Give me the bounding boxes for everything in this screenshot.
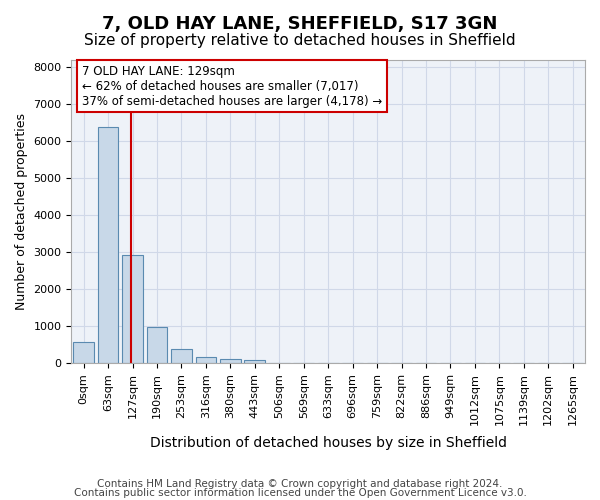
Bar <box>73 342 94 363</box>
Bar <box>171 350 192 363</box>
Text: 7 OLD HAY LANE: 129sqm
← 62% of detached houses are smaller (7,017)
37% of semi-: 7 OLD HAY LANE: 129sqm ← 62% of detached… <box>82 64 382 108</box>
Bar <box>98 127 118 363</box>
X-axis label: Distribution of detached houses by size in Sheffield: Distribution of detached houses by size … <box>150 436 507 450</box>
Bar <box>122 255 143 363</box>
Y-axis label: Number of detached properties: Number of detached properties <box>15 113 28 310</box>
Text: Contains public sector information licensed under the Open Government Licence v3: Contains public sector information licen… <box>74 488 526 498</box>
Bar <box>220 359 241 363</box>
Text: Contains HM Land Registry data © Crown copyright and database right 2024.: Contains HM Land Registry data © Crown c… <box>97 479 503 489</box>
Text: Size of property relative to detached houses in Sheffield: Size of property relative to detached ho… <box>84 32 516 48</box>
Bar <box>196 356 217 363</box>
Bar <box>244 360 265 363</box>
Text: 7, OLD HAY LANE, SHEFFIELD, S17 3GN: 7, OLD HAY LANE, SHEFFIELD, S17 3GN <box>103 15 497 33</box>
Bar <box>146 326 167 363</box>
